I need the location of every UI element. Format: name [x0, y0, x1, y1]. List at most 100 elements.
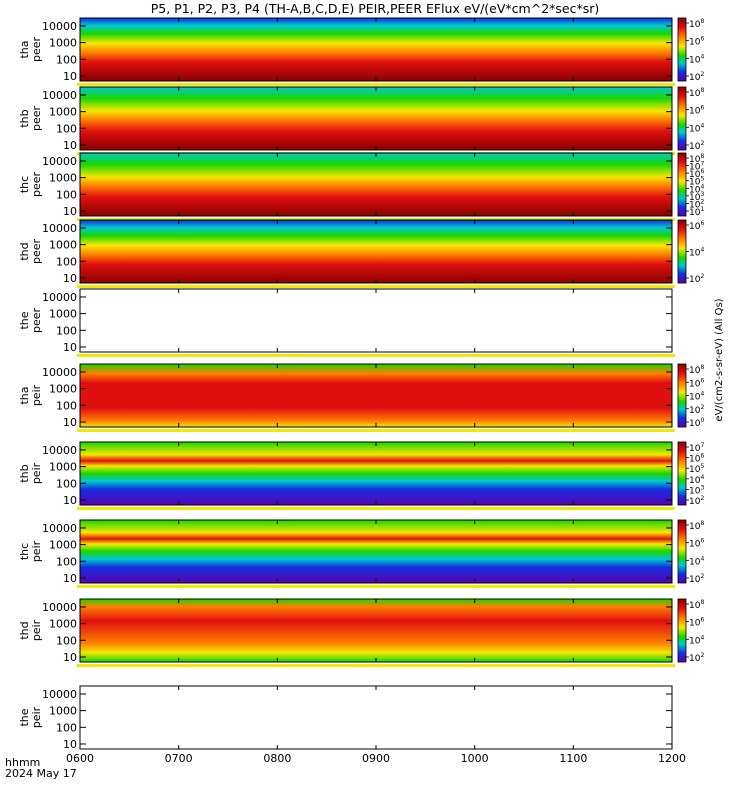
y-tick-label: 10 [63, 139, 77, 152]
colorbar-tha-peer [677, 17, 687, 82]
colorbar-tick-label: 104 [689, 247, 704, 259]
mode-strip [77, 664, 675, 667]
y-tick-label: 10 [63, 341, 77, 354]
colorbar-tick-label: 106 [689, 377, 704, 389]
spectrogram-thd-peir [80, 599, 672, 662]
colorbar-tick-label: 104 [689, 122, 704, 134]
colorbar-thb-peer [677, 86, 687, 151]
colorbar-tick-label: 104 [689, 391, 704, 403]
colorbar-tick-label: 106 [689, 453, 704, 465]
colorbar-thd-peir [677, 598, 687, 663]
y-tick-label: 100 [56, 53, 77, 66]
spectrogram-thc-peer [80, 153, 672, 216]
colorbar-tick-label: 108 [689, 87, 704, 99]
chart-title: P5, P1, P2, P3, P4 (TH-A,B,C,D,E) PEIR,P… [150, 1, 600, 16]
colorbar-tick-label: 107 [689, 161, 704, 173]
colorbar-tick-label: 103 [689, 191, 704, 203]
mode-strip [77, 354, 675, 357]
y-tick-label: 1000 [49, 172, 77, 185]
spectrogram-thb-peir [80, 442, 672, 505]
x-tick-label: 1100 [559, 752, 587, 765]
y-tick-label: 10000 [42, 444, 77, 457]
y-tick-label: 10000 [42, 688, 77, 701]
x-tick-label: 1200 [658, 752, 686, 765]
spectrogram-thd-peer [80, 220, 672, 283]
colorbar-tick-label: 100 [689, 417, 704, 429]
colorbar-tick-label: 108 [689, 599, 704, 611]
panel-label: thcpeir [18, 540, 43, 562]
y-tick-label: 1000 [49, 461, 77, 474]
y-tick-label: 10000 [42, 89, 77, 102]
colorbar-tick-label: 106 [689, 220, 704, 232]
y-tick-label: 1000 [49, 308, 77, 321]
time-axis-label: hhmm [5, 756, 41, 769]
y-tick-label: 10 [63, 272, 77, 285]
colorbar-tick-label: 104 [689, 183, 704, 195]
colorbar-thc-peer [677, 152, 687, 217]
panel-label: thbpeir [18, 462, 43, 484]
y-tick-label: 10 [63, 70, 77, 83]
colorbar-thb-peir [677, 441, 687, 506]
colorbar-tick-label: 108 [689, 18, 704, 30]
colorbar-tick-label: 102 [689, 198, 704, 210]
y-tick-label: 100 [56, 188, 77, 201]
colorbar-tick-label: 106 [689, 538, 704, 550]
y-tick-label: 10000 [42, 155, 77, 168]
date-label: 2024 May 17 [5, 767, 77, 780]
y-tick-label: 10 [63, 738, 77, 751]
y-tick-label: 100 [56, 324, 77, 337]
colorbar-tick-label: 108 [689, 364, 704, 376]
y-tick-label: 10 [63, 651, 77, 664]
colorbar-tick-label: 105 [689, 176, 704, 188]
spectrogram-thc-peir [80, 520, 672, 583]
colorbar-tick-label: 101 [689, 206, 704, 218]
mode-strip [77, 429, 675, 432]
y-tick-label: 10000 [42, 522, 77, 535]
mode-strip [77, 83, 675, 86]
y-tick-label: 100 [56, 255, 77, 268]
y-tick-label: 100 [56, 477, 77, 490]
colorbar-tick-label: 102 [689, 140, 704, 152]
x-tick-label: 0700 [165, 752, 193, 765]
mode-strip [77, 285, 675, 288]
y-tick-label: 100 [56, 555, 77, 568]
panel-label: thepeir [18, 706, 43, 728]
y-tick-label: 1000 [49, 383, 77, 396]
y-tick-label: 10000 [42, 20, 77, 33]
colorbar-tick-label: 102 [689, 273, 704, 285]
x-tick-label: 0600 [66, 752, 94, 765]
y-tick-label: 10000 [42, 366, 77, 379]
y-tick-label: 10 [63, 572, 77, 585]
y-tick-label: 1000 [49, 37, 77, 50]
y-tick-label: 1000 [49, 618, 77, 631]
y-tick-label: 10000 [42, 222, 77, 235]
y-tick-label: 100 [56, 399, 77, 412]
colorbar-tick-label: 106 [689, 105, 704, 117]
colorbar-tick-label: 102 [689, 71, 704, 83]
y-tick-label: 10000 [42, 601, 77, 614]
x-tick-label: 1000 [461, 752, 489, 765]
panel-label: thapeir [18, 384, 43, 406]
colorbar-tick-label: 106 [689, 617, 704, 629]
colorbar-tick-label: 103 [689, 484, 704, 496]
colorbar-tick-label: 106 [689, 36, 704, 48]
y-tick-label: 10 [63, 494, 77, 507]
y-tick-label: 100 [56, 122, 77, 135]
colorbar-tick-label: 102 [689, 495, 704, 507]
colorbar-tick-label: 104 [689, 634, 704, 646]
y-tick-label: 100 [56, 721, 77, 734]
panel-label: thepeer [18, 308, 43, 334]
y-tick-label: 10000 [42, 291, 77, 304]
panel-label: thcpeer [18, 172, 43, 198]
panel-frame-the-peer [79, 288, 673, 353]
colorbar-tick-label: 106 [689, 168, 704, 180]
mode-strip [77, 507, 675, 510]
y-tick-label: 1000 [49, 705, 77, 718]
colorbar-tick-label: 105 [689, 463, 704, 475]
colorbar-tick-label: 108 [689, 520, 704, 532]
colorbar-tick-label: 102 [689, 404, 704, 416]
colorbar-tick-label: 102 [689, 652, 704, 664]
spectrogram-thb-peer [80, 87, 672, 150]
spectrogram-tha-peer [80, 18, 672, 81]
